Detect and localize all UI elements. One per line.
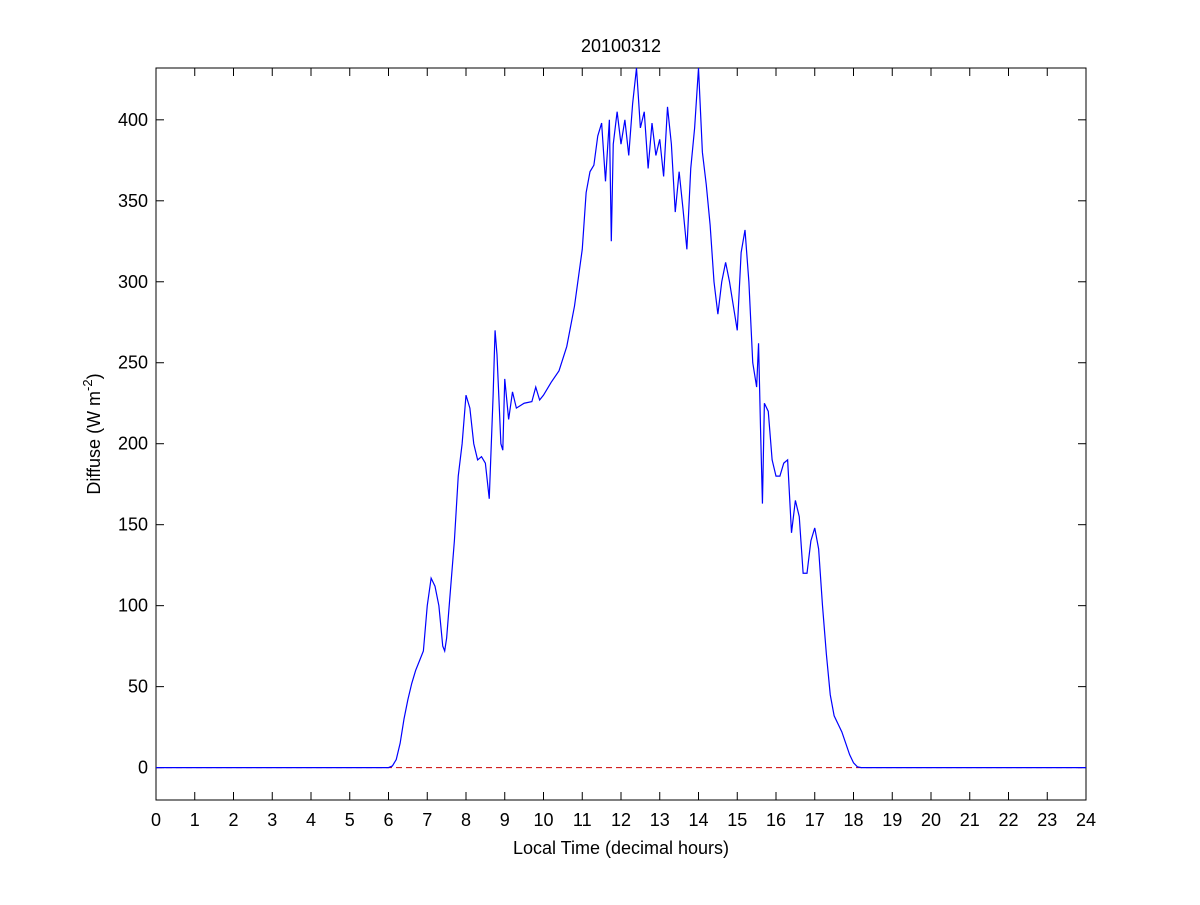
x-axis-label: Local Time (decimal hours) bbox=[513, 838, 729, 858]
x-tick-label: 12 bbox=[611, 810, 631, 830]
y-tick-label: 50 bbox=[128, 677, 148, 697]
y-axis-label: Diffuse (W m-2) bbox=[80, 373, 104, 494]
y-tick-label: 300 bbox=[118, 272, 148, 292]
y-tick-label: 150 bbox=[118, 515, 148, 535]
x-tick-label: 0 bbox=[151, 810, 161, 830]
y-tick-label: 350 bbox=[118, 191, 148, 211]
y-axis-label-superscript: -2 bbox=[80, 379, 95, 391]
data-line bbox=[156, 67, 1086, 769]
x-tick-label: 20 bbox=[921, 810, 941, 830]
x-tick-label: 13 bbox=[650, 810, 670, 830]
x-tick-label: 4 bbox=[306, 810, 316, 830]
x-tick-label: 14 bbox=[688, 810, 708, 830]
x-tick-label: 5 bbox=[345, 810, 355, 830]
plot-area bbox=[155, 67, 1087, 801]
x-tick-label: 8 bbox=[461, 810, 471, 830]
x-tick-label: 21 bbox=[960, 810, 980, 830]
x-tick-label: 17 bbox=[805, 810, 825, 830]
y-axis-label-main: Diffuse (W m bbox=[84, 391, 104, 495]
x-tick-label: 15 bbox=[727, 810, 747, 830]
y-tick-label: 100 bbox=[118, 596, 148, 616]
x-tick-label: 18 bbox=[843, 810, 863, 830]
x-tick-label: 24 bbox=[1076, 810, 1096, 830]
x-tick-label: 7 bbox=[422, 810, 432, 830]
x-tick-label: 2 bbox=[228, 810, 238, 830]
x-tick-label: 3 bbox=[267, 810, 277, 830]
x-tick-label: 23 bbox=[1037, 810, 1057, 830]
x-tick-label: 22 bbox=[998, 810, 1018, 830]
x-tick-label: 16 bbox=[766, 810, 786, 830]
y-tick-label: 250 bbox=[118, 353, 148, 373]
y-tick-label: 200 bbox=[118, 434, 148, 454]
chart-title: 20100312 bbox=[581, 36, 661, 56]
x-tick-label: 1 bbox=[190, 810, 200, 830]
y-axis-label-end: ) bbox=[84, 373, 104, 379]
x-tick-label: 6 bbox=[383, 810, 393, 830]
y-tick-label: 400 bbox=[118, 110, 148, 130]
y-tick-label: 0 bbox=[138, 758, 148, 778]
x-tick-label: 19 bbox=[882, 810, 902, 830]
x-tick-label: 10 bbox=[533, 810, 553, 830]
x-tick-label: 11 bbox=[573, 810, 592, 830]
x-tick-label: 9 bbox=[500, 810, 510, 830]
